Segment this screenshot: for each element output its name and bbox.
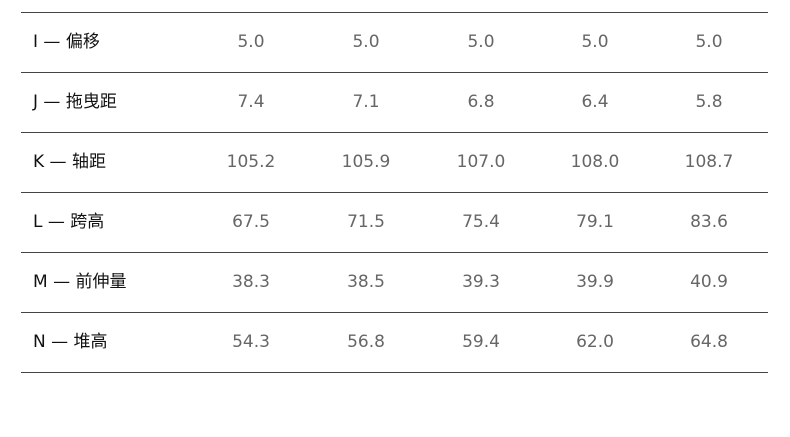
cell-value: 6.8 xyxy=(467,92,495,112)
cell-value: 108.7 xyxy=(684,152,734,172)
row-label: I — 偏移 xyxy=(33,32,100,52)
cell-value: 67.5 xyxy=(232,212,270,232)
cell-value: 54.3 xyxy=(232,332,270,352)
cell-value: 105.9 xyxy=(341,152,391,172)
cell-value: 83.6 xyxy=(690,212,728,232)
cell-value: 71.5 xyxy=(347,212,385,232)
cell-value: 38.3 xyxy=(232,272,270,292)
cell-value: 105.2 xyxy=(226,152,276,172)
row-label: N — 堆高 xyxy=(33,332,108,352)
row-label: L — 跨高 xyxy=(33,212,105,232)
cell-value: 75.4 xyxy=(462,212,500,232)
row-label: J — 拖曳距 xyxy=(33,92,117,112)
table-rule xyxy=(21,12,768,13)
cell-value: 5.0 xyxy=(581,32,609,52)
cell-value: 6.4 xyxy=(581,92,609,112)
table-rule xyxy=(21,132,768,133)
cell-value: 39.9 xyxy=(576,272,614,292)
cell-value: 5.0 xyxy=(695,32,723,52)
cell-value: 79.1 xyxy=(576,212,614,232)
row-label: K — 轴距 xyxy=(33,152,106,172)
table-rule xyxy=(21,192,768,193)
cell-value: 62.0 xyxy=(576,332,614,352)
table-rule xyxy=(21,72,768,73)
cell-value: 108.0 xyxy=(570,152,620,172)
cell-value: 5.0 xyxy=(237,32,265,52)
cell-value: 5.0 xyxy=(467,32,495,52)
cell-value: 7.1 xyxy=(352,92,380,112)
cell-value: 107.0 xyxy=(456,152,506,172)
table-rule xyxy=(21,252,768,253)
cell-value: 39.3 xyxy=(462,272,500,292)
cell-value: 59.4 xyxy=(462,332,500,352)
cell-value: 5.0 xyxy=(352,32,380,52)
cell-value: 64.8 xyxy=(690,332,728,352)
cell-value: 5.8 xyxy=(695,92,723,112)
cell-value: 40.9 xyxy=(690,272,728,292)
table-rule xyxy=(21,312,768,313)
cell-value: 38.5 xyxy=(347,272,385,292)
row-label: M — 前伸量 xyxy=(33,272,127,292)
cell-value: 56.8 xyxy=(347,332,385,352)
table-rule xyxy=(21,372,768,373)
cell-value: 7.4 xyxy=(237,92,265,112)
